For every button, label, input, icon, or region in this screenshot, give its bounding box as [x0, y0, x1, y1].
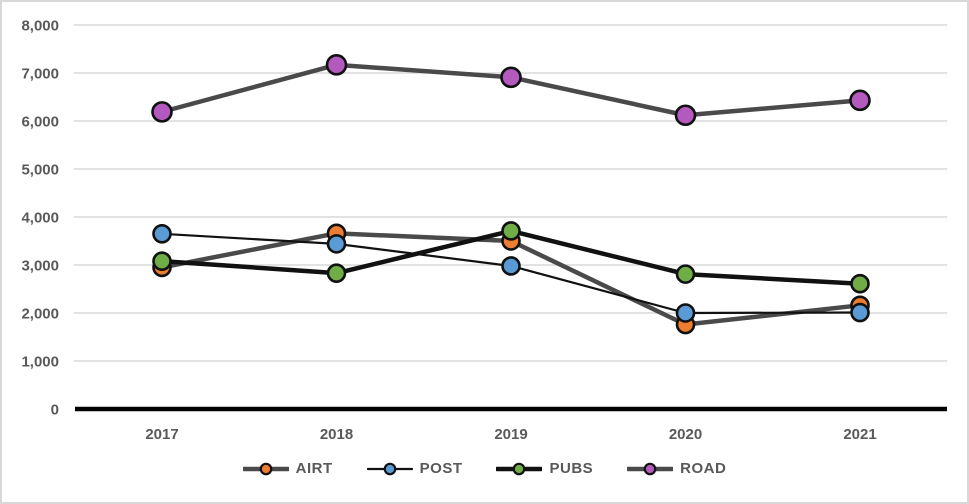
data-point-post	[675, 303, 696, 323]
y-axis-tick-label: 7,000	[21, 66, 59, 83]
chart-legend: AIRT POST PUBS ROAD	[2, 460, 967, 477]
line-chart-plot: 0 1,000 2,000 3,000 4,000 5,000 6,000 7,000 8,00…	[21, 18, 947, 443]
x-axis-tick-label: 2019	[494, 426, 527, 443]
series-road	[151, 54, 871, 127]
y-axis-tick-label: 1,000	[21, 354, 59, 371]
data-point-road	[674, 104, 697, 127]
x-axis-tick-label: 2021	[843, 426, 876, 443]
legend-marker-dot	[643, 462, 657, 475]
x-axis-tick-label: 2017	[145, 426, 178, 443]
data-point-pubs	[850, 273, 870, 294]
data-point-road	[500, 66, 522, 89]
legend-marker-airt	[242, 462, 289, 475]
data-point-pubs	[675, 264, 696, 284]
data-point-post	[850, 302, 870, 323]
y-axis-tick-label: 0	[51, 402, 59, 419]
data-point-pubs	[326, 263, 347, 283]
series-pubs	[152, 221, 870, 294]
series-post	[152, 224, 870, 323]
y-axis-tick-label: 3,000	[21, 258, 59, 275]
legend-item-road[interactable]: ROAD	[627, 460, 726, 477]
data-point-pubs	[501, 221, 521, 241]
y-axis-tick-label: 4,000	[21, 210, 59, 227]
legend-marker-dot	[513, 462, 526, 475]
legend-item-post[interactable]: POST	[366, 460, 463, 477]
legend-label-pubs: PUBS	[549, 460, 594, 477]
data-point-post	[152, 224, 172, 244]
y-axis-tick-label: 8,000	[21, 18, 59, 35]
legend-label-post: POST	[419, 460, 463, 477]
x-axis-tick-label: 2018	[320, 426, 353, 443]
y-axis-tick-label: 2,000	[21, 306, 59, 323]
data-point-road	[151, 101, 173, 123]
legend-marker-dot	[383, 462, 396, 475]
legend-item-airt[interactable]: AIRT	[242, 460, 333, 477]
x-axis-tick-label: 2020	[669, 426, 702, 443]
legend-label-road: ROAD	[680, 460, 727, 477]
legend-label-airt: AIRT	[295, 460, 333, 477]
legend-marker-dot	[259, 462, 272, 475]
data-point-road	[325, 54, 348, 76]
legend-marker-road	[627, 462, 674, 475]
legend-item-pubs[interactable]: PUBS	[496, 460, 593, 477]
legend-marker-pubs	[496, 462, 543, 475]
y-axis-tick-label: 6,000	[21, 114, 59, 131]
data-point-road	[849, 89, 871, 112]
data-point-post	[501, 256, 521, 276]
y-axis-tick-label: 5,000	[21, 162, 59, 179]
data-point-post	[326, 234, 347, 254]
data-point-pubs	[152, 251, 172, 271]
legend-marker-post	[366, 462, 413, 475]
